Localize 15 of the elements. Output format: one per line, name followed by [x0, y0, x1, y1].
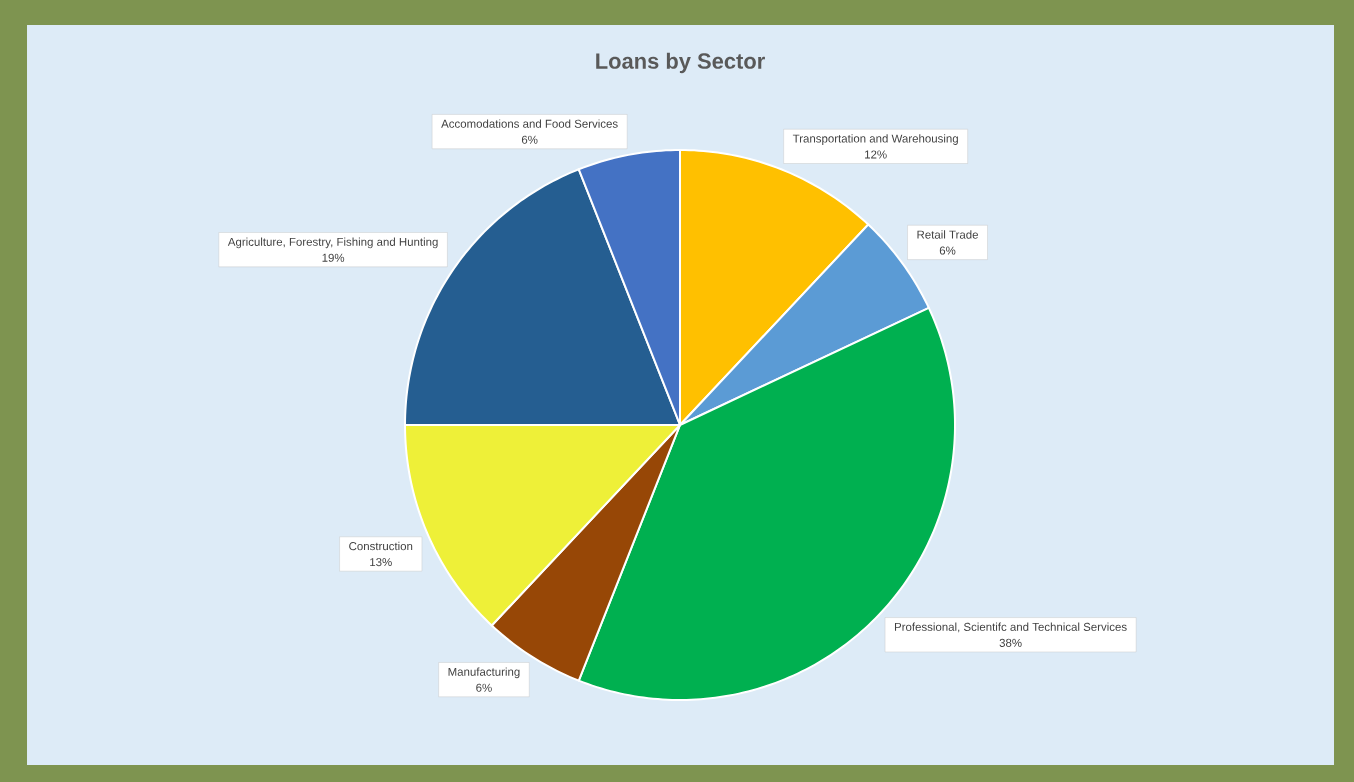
data-label: 6%: [476, 683, 492, 692]
slice-label: Manufacturing: [448, 667, 520, 679]
data-label: 13%: [370, 558, 392, 567]
data-label: 6%: [939, 246, 956, 255]
chart-title: Loans by Sector: [596, 52, 765, 74]
data-label: 38%: [999, 638, 1022, 647]
slice-label: Professional, Scientifc and Technical Services: [894, 622, 1127, 633]
data-label: 19%: [322, 253, 345, 262]
slice-label: Accomodations and Food Services: [441, 119, 618, 128]
data-label: 12%: [865, 150, 887, 159]
data-label: 6%: [521, 135, 538, 144]
slice-label: Retail Trade: [917, 230, 978, 239]
slice-label: Construction: [349, 541, 413, 551]
slice-label: Agriculture, Forestry, Fishing and Hunting: [227, 237, 438, 249]
slice-label: Transportation and Warehousing: [792, 134, 958, 145]
